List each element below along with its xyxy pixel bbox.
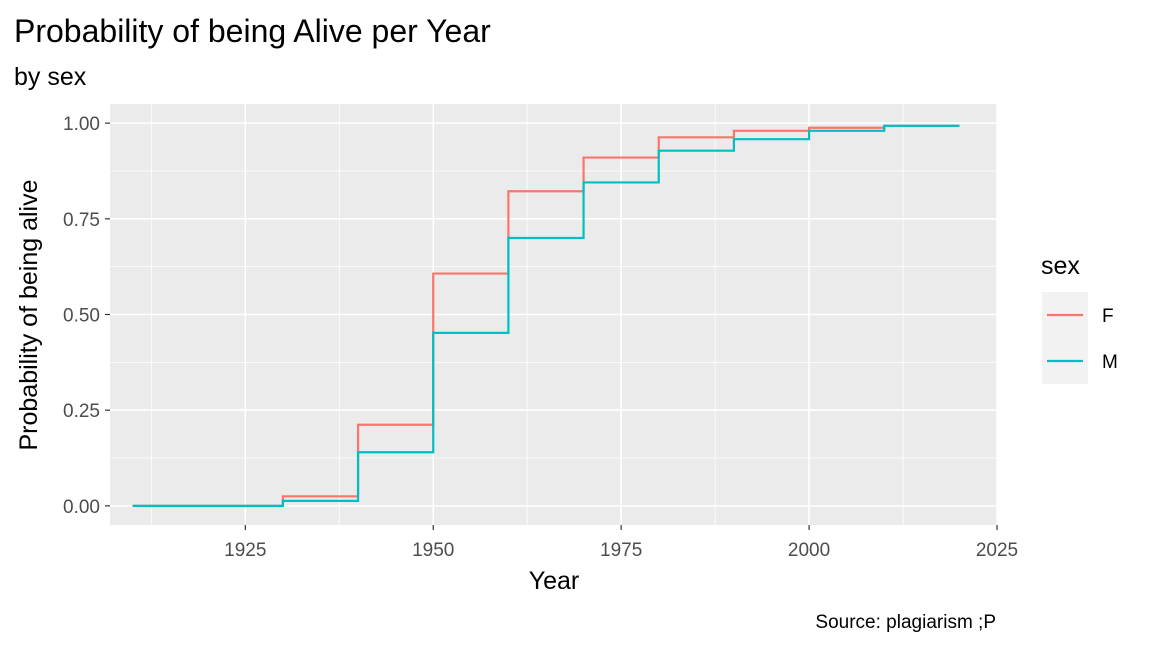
x-tick-label: 1925	[224, 540, 266, 561]
y-tick-label: 1.00	[63, 114, 100, 135]
legend-title: sex	[1041, 252, 1080, 280]
legend-label-m: M	[1102, 352, 1118, 373]
y-axis: 0.00 0.25 0.50 0.75 1.00	[63, 114, 110, 518]
series-line-m	[132, 124, 960, 507]
y-axis-title: Probability of being alive	[15, 180, 43, 451]
chart-subtitle: by sex	[14, 63, 87, 91]
legend: sex F M	[1041, 252, 1118, 384]
chart-title: Probability of being Alive per Year	[14, 13, 491, 49]
x-tick-label: 2025	[976, 540, 1018, 561]
x-tick-label: 2000	[788, 540, 830, 561]
chart-caption: Source: plagiarism ;P	[815, 612, 996, 633]
x-tick-label: 1975	[600, 540, 642, 561]
y-tick-label: 0.50	[63, 306, 100, 327]
x-axis-title: Year	[529, 567, 580, 595]
series-lines	[132, 124, 960, 507]
y-tick-label: 0.00	[63, 497, 100, 518]
y-tick-label: 0.75	[63, 210, 100, 231]
y-tick-label: 0.25	[63, 401, 100, 422]
x-tick-label: 1950	[412, 540, 454, 561]
x-axis: 1925 1950 1975 2000 2025	[224, 525, 1018, 561]
legend-label-f: F	[1102, 306, 1114, 327]
